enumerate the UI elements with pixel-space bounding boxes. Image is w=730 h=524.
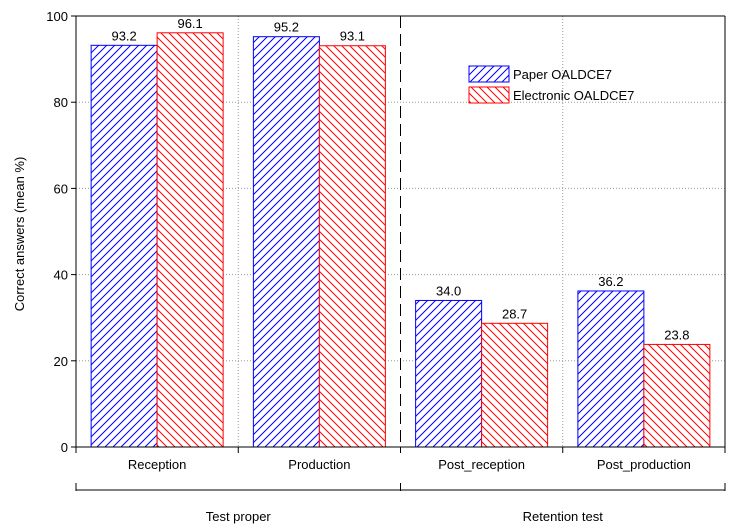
y-tick-label: 100 [46, 9, 68, 24]
value-labels: 93.2 96.1 95.2 93.1 34.0 28.7 36.2 23.8 [111, 16, 689, 343]
bar-electronic [318, 45, 386, 448]
group-label: Test proper [206, 509, 272, 524]
x-tick-label: Reception [128, 457, 187, 472]
data-label: 34.0 [436, 283, 461, 298]
data-label: 23.8 [664, 327, 689, 342]
y-tick-label: 60 [54, 181, 68, 196]
legend-label: Electronic OALDCE7 [513, 88, 634, 103]
bar-electronic [481, 322, 549, 448]
group-label: Retention test [523, 509, 604, 524]
data-label: 93.1 [340, 29, 365, 44]
legend-swatch [468, 65, 510, 83]
x-tick-label: Production [288, 457, 350, 472]
data-label: 28.7 [502, 306, 527, 321]
bar-electronic [643, 343, 711, 448]
bar-paper [90, 44, 158, 448]
data-label: 93.2 [111, 28, 136, 43]
y-ticks: 0 20 40 60 80 100 [46, 9, 76, 455]
x-tick-label: Post_reception [438, 457, 525, 472]
y-tick-label: 0 [61, 440, 68, 455]
y-tick-label: 40 [54, 268, 68, 283]
bar-paper [415, 299, 483, 448]
data-label: 95.2 [274, 20, 299, 35]
bar-paper [577, 290, 645, 448]
bar-paper [252, 36, 320, 448]
x-tick-label: Post_production [597, 457, 691, 472]
y-tick-label: 80 [54, 95, 68, 110]
data-label: 96.1 [177, 16, 202, 31]
x-ticks: Reception Production Post_reception Post_pr… [75, 447, 726, 472]
legend: Paper OALDCE7 Electronic OALDCE7 [468, 65, 634, 104]
legend-label: Paper OALDCE7 [513, 67, 612, 82]
bars [90, 32, 711, 448]
y-tick-label: 20 [54, 354, 68, 369]
bar-electronic [156, 32, 224, 448]
data-label: 36.2 [598, 274, 623, 289]
y-axis-label: Correct answers (mean %) [12, 157, 27, 312]
group-brackets: Test proper Retention test [75, 483, 726, 524]
legend-swatch [468, 86, 510, 104]
